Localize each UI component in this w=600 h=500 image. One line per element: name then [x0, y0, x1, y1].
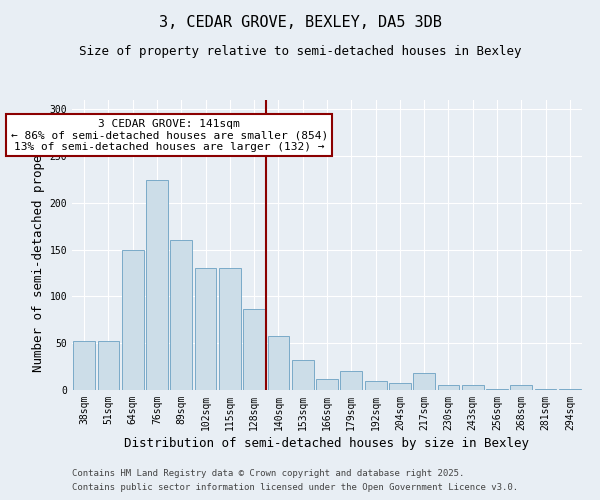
Bar — [365, 380, 386, 390]
Bar — [268, 336, 289, 390]
Bar — [511, 386, 532, 390]
Text: 3, CEDAR GROVE, BEXLEY, DA5 3DB: 3, CEDAR GROVE, BEXLEY, DA5 3DB — [158, 15, 442, 30]
Bar — [122, 250, 143, 390]
Text: 3 CEDAR GROVE: 141sqm
← 86% of semi-detached houses are smaller (854)
13% of sem: 3 CEDAR GROVE: 141sqm ← 86% of semi-deta… — [11, 118, 328, 152]
Bar — [389, 382, 411, 390]
X-axis label: Distribution of semi-detached houses by size in Bexley: Distribution of semi-detached houses by … — [125, 437, 530, 450]
Bar — [146, 180, 168, 390]
Bar — [413, 373, 435, 390]
Bar — [486, 389, 508, 390]
Bar — [535, 389, 556, 390]
Text: Size of property relative to semi-detached houses in Bexley: Size of property relative to semi-detach… — [79, 45, 521, 58]
Bar — [437, 386, 460, 390]
Text: Contains public sector information licensed under the Open Government Licence v3: Contains public sector information licen… — [72, 484, 518, 492]
Bar — [243, 308, 265, 390]
Bar — [462, 386, 484, 390]
Text: Contains HM Land Registry data © Crown copyright and database right 2025.: Contains HM Land Registry data © Crown c… — [72, 468, 464, 477]
Bar — [73, 342, 95, 390]
Bar — [292, 360, 314, 390]
Bar — [194, 268, 217, 390]
Bar — [97, 342, 119, 390]
Bar — [316, 379, 338, 390]
Bar — [559, 389, 581, 390]
Bar — [170, 240, 192, 390]
Bar — [340, 372, 362, 390]
Y-axis label: Number of semi-detached properties: Number of semi-detached properties — [32, 118, 46, 372]
Bar — [219, 268, 241, 390]
